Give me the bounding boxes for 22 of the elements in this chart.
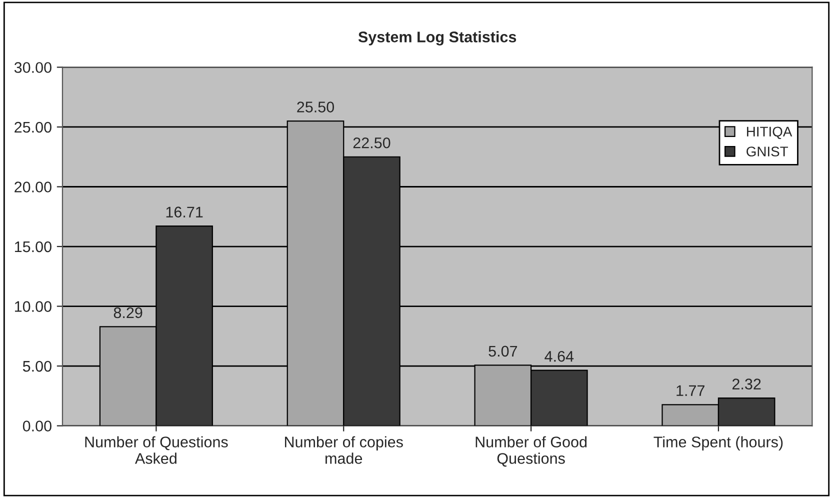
data-label: 1.77	[676, 385, 704, 396]
y-tick-label: 15.00	[14, 241, 52, 252]
chart-title: System Log Statistics	[358, 31, 516, 46]
x-tick-label: Number of Questions Asked	[85, 436, 228, 464]
y-tick-label: 0.00	[22, 420, 52, 432]
data-label: 22.50	[353, 137, 390, 148]
x-tick-label: Number of copies made	[285, 436, 403, 464]
y-tick-label: 30.00	[14, 62, 52, 73]
legend-label: HITIQA	[747, 126, 792, 140]
data-label: 8.29	[114, 307, 142, 318]
y-tick-label: 5.00	[22, 360, 52, 372]
y-tick-label: 25.00	[14, 122, 52, 133]
y-tick-label: 20.00	[14, 182, 52, 192]
data-label: 16.71	[166, 206, 203, 218]
data-label: 2.32	[732, 378, 761, 390]
x-tick-label: Time Spent (hours)	[654, 436, 783, 450]
x-tick-label: Number of Good Questions	[476, 436, 587, 467]
data-label: 4.64	[544, 350, 574, 362]
legend-label: GNIST	[746, 146, 788, 156]
data-label: 25.50	[297, 102, 334, 112]
data-label: 5.07	[488, 346, 518, 357]
y-tick-label: 10.00	[14, 301, 52, 312]
